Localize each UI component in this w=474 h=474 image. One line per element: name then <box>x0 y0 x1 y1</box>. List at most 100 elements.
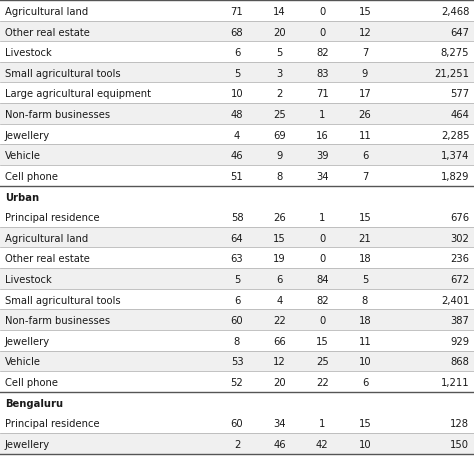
Text: 236: 236 <box>450 255 469 264</box>
Text: 12: 12 <box>273 357 286 367</box>
Text: 2,285: 2,285 <box>441 131 469 141</box>
Text: Urban: Urban <box>5 192 39 202</box>
Text: 868: 868 <box>450 357 469 367</box>
Bar <box>0 371 474 392</box>
Bar <box>0 392 474 412</box>
Text: 12: 12 <box>359 27 371 37</box>
Text: 5: 5 <box>234 69 240 79</box>
Text: 64: 64 <box>231 234 243 244</box>
Text: 25: 25 <box>273 110 286 120</box>
Text: 464: 464 <box>450 110 469 120</box>
Text: 63: 63 <box>231 255 243 264</box>
Text: 128: 128 <box>450 419 469 429</box>
Text: 22: 22 <box>316 378 328 388</box>
Text: 15: 15 <box>273 234 286 244</box>
Text: 52: 52 <box>231 378 243 388</box>
Text: 83: 83 <box>316 69 328 79</box>
Bar <box>0 82 474 103</box>
Text: 34: 34 <box>273 419 286 429</box>
Text: 5: 5 <box>234 275 240 285</box>
Text: 48: 48 <box>231 110 243 120</box>
Text: 387: 387 <box>450 316 469 326</box>
Text: 15: 15 <box>359 213 371 223</box>
Text: Livestock: Livestock <box>5 48 52 58</box>
Text: Small agricultural tools: Small agricultural tools <box>5 69 120 79</box>
Text: 1,374: 1,374 <box>441 151 469 161</box>
Text: 8: 8 <box>362 296 368 306</box>
Text: 39: 39 <box>316 151 328 161</box>
Text: 21: 21 <box>359 234 371 244</box>
Text: Non-farm businesses: Non-farm businesses <box>5 316 110 326</box>
Text: Livestock: Livestock <box>5 275 52 285</box>
Text: Large agricultural equipment: Large agricultural equipment <box>5 90 151 100</box>
Text: 1: 1 <box>319 419 326 429</box>
Text: 51: 51 <box>231 172 243 182</box>
Text: 0: 0 <box>319 234 326 244</box>
Text: 19: 19 <box>273 255 286 264</box>
Text: 60: 60 <box>231 419 243 429</box>
Text: 46: 46 <box>273 440 286 450</box>
Text: 8: 8 <box>234 337 240 347</box>
Text: 8: 8 <box>276 172 283 182</box>
Bar <box>0 206 474 227</box>
Text: Principal residence: Principal residence <box>5 419 100 429</box>
Bar <box>0 0 474 20</box>
Text: 11: 11 <box>359 131 371 141</box>
Text: 69: 69 <box>273 131 286 141</box>
Text: 14: 14 <box>273 7 286 17</box>
Text: 0: 0 <box>319 7 326 17</box>
Text: Other real estate: Other real estate <box>5 27 90 37</box>
Text: 9: 9 <box>276 151 283 161</box>
Bar <box>0 165 474 185</box>
Text: 0: 0 <box>319 27 326 37</box>
Text: 58: 58 <box>231 213 243 223</box>
Text: 150: 150 <box>450 440 469 450</box>
Bar <box>0 412 474 433</box>
Bar <box>0 124 474 144</box>
Bar <box>0 350 474 371</box>
Text: 6: 6 <box>234 296 240 306</box>
Bar <box>0 227 474 247</box>
Text: 8,275: 8,275 <box>441 48 469 58</box>
Text: 1: 1 <box>319 110 326 120</box>
Bar <box>0 62 474 82</box>
Text: 0: 0 <box>319 255 326 264</box>
Text: 68: 68 <box>231 27 243 37</box>
Text: Cell phone: Cell phone <box>5 172 58 182</box>
Text: Other real estate: Other real estate <box>5 255 90 264</box>
Bar <box>0 103 474 124</box>
Text: Agricultural land: Agricultural land <box>5 7 88 17</box>
Text: 676: 676 <box>450 213 469 223</box>
Text: 577: 577 <box>450 90 469 100</box>
Text: 21,251: 21,251 <box>434 69 469 79</box>
Text: 4: 4 <box>276 296 283 306</box>
Text: 17: 17 <box>359 90 371 100</box>
Text: 4: 4 <box>234 131 240 141</box>
Text: 302: 302 <box>450 234 469 244</box>
Text: 647: 647 <box>450 27 469 37</box>
Text: 6: 6 <box>276 275 283 285</box>
Text: Jewellery: Jewellery <box>5 440 50 450</box>
Bar <box>0 21 474 41</box>
Text: 26: 26 <box>359 110 371 120</box>
Text: 15: 15 <box>316 337 328 347</box>
Text: 20: 20 <box>273 27 286 37</box>
Text: 6: 6 <box>234 48 240 58</box>
Text: 1: 1 <box>319 213 326 223</box>
Text: 1,829: 1,829 <box>441 172 469 182</box>
Bar <box>0 144 474 165</box>
Text: 6: 6 <box>362 151 368 161</box>
Bar <box>0 185 474 206</box>
Text: Non-farm businesses: Non-farm businesses <box>5 110 110 120</box>
Text: 10: 10 <box>231 90 243 100</box>
Text: Bengaluru: Bengaluru <box>5 399 63 409</box>
Text: 66: 66 <box>273 337 286 347</box>
Text: 26: 26 <box>273 213 286 223</box>
Text: 3: 3 <box>276 69 283 79</box>
Bar <box>0 247 474 268</box>
Text: Cell phone: Cell phone <box>5 378 58 388</box>
Text: 10: 10 <box>359 440 371 450</box>
Text: 25: 25 <box>316 357 328 367</box>
Text: 53: 53 <box>231 357 243 367</box>
Text: 2,401: 2,401 <box>441 296 469 306</box>
